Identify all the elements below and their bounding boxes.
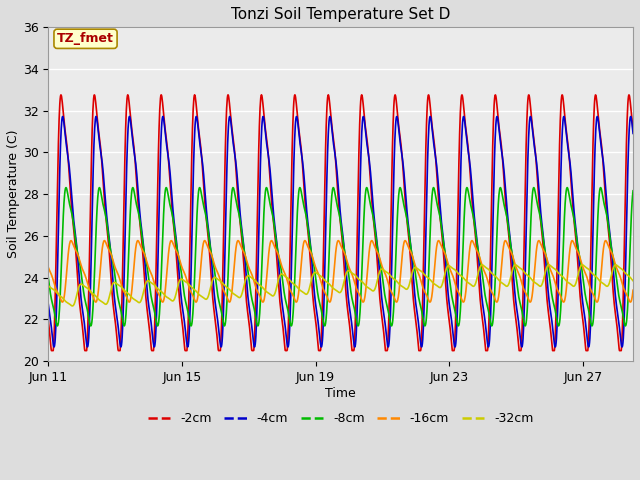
-2cm: [255, 123, 263, 129]
-8cm: [212, 276, 220, 281]
Line: -4cm: -4cm: [48, 117, 633, 347]
-16cm: [95, 284, 102, 289]
Title: Tonzi Soil Temperature Set D: Tonzi Soil Temperature Set D: [231, 7, 451, 22]
-16cm: [212, 265, 220, 271]
-4cm: [95, 134, 102, 140]
-8cm: [436, 217, 444, 223]
-8cm: [312, 276, 319, 282]
-8cm: [497, 185, 504, 191]
-8cm: [266, 200, 274, 206]
-32cm: [266, 291, 274, 297]
-2cm: [95, 133, 103, 139]
-16cm: [312, 266, 320, 272]
Y-axis label: Soil Temperature (C): Soil Temperature (C): [7, 130, 20, 258]
Line: -8cm: -8cm: [48, 188, 633, 326]
-32cm: [44, 283, 52, 288]
Legend: -2cm, -4cm, -8cm, -16cm, -32cm: -2cm, -4cm, -8cm, -16cm, -32cm: [143, 408, 539, 431]
-32cm: [68, 303, 76, 309]
-8cm: [629, 188, 637, 193]
-4cm: [317, 344, 325, 350]
-32cm: [255, 282, 263, 288]
-16cm: [44, 264, 52, 270]
-8cm: [44, 275, 52, 280]
-32cm: [212, 275, 220, 280]
-32cm: [312, 270, 319, 276]
-4cm: [629, 131, 637, 136]
-2cm: [266, 178, 274, 184]
Line: -32cm: -32cm: [48, 265, 633, 306]
-2cm: [44, 318, 52, 324]
-2cm: [629, 127, 637, 133]
-16cm: [437, 242, 445, 248]
-2cm: [258, 92, 266, 98]
-2cm: [312, 322, 320, 328]
-8cm: [87, 323, 95, 329]
-2cm: [212, 319, 220, 324]
-4cm: [312, 303, 319, 309]
Text: TZ_fmet: TZ_fmet: [57, 32, 114, 45]
-32cm: [95, 297, 103, 303]
-16cm: [292, 299, 300, 305]
-4cm: [44, 301, 52, 307]
-4cm: [437, 213, 445, 219]
-16cm: [629, 287, 637, 293]
-32cm: [629, 278, 637, 284]
-2cm: [437, 222, 445, 228]
Line: -16cm: -16cm: [48, 240, 633, 302]
-32cm: [436, 285, 444, 290]
-16cm: [255, 292, 263, 298]
-32cm: [612, 262, 620, 268]
-4cm: [255, 204, 263, 210]
-8cm: [255, 315, 263, 321]
-2cm: [47, 348, 55, 353]
-16cm: [266, 242, 274, 248]
-8cm: [95, 185, 103, 191]
-4cm: [125, 114, 133, 120]
-16cm: [134, 238, 141, 243]
-4cm: [212, 302, 220, 308]
Line: -2cm: -2cm: [48, 95, 633, 350]
-4cm: [266, 165, 274, 170]
X-axis label: Time: Time: [325, 386, 356, 399]
